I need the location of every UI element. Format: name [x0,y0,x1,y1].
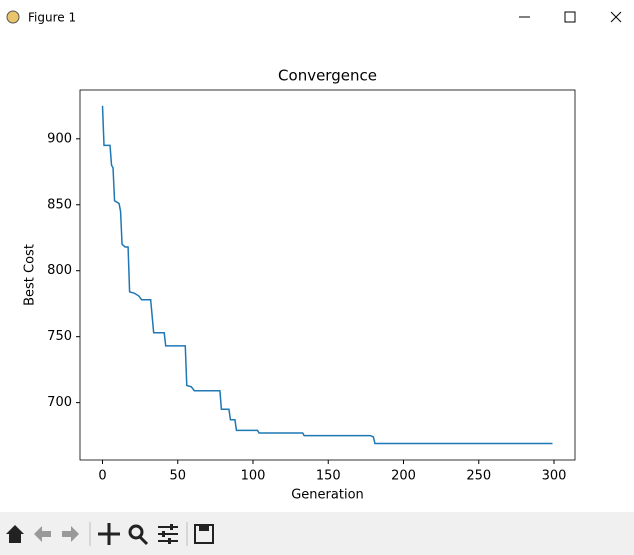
y-tick-label: 700 [47,395,72,410]
chart-title: Convergence [278,67,377,85]
y-tick-label: 850 [47,197,72,212]
configure-button[interactable] [158,524,178,544]
zoom-button[interactable] [128,524,149,546]
y-tick-label: 750 [47,329,72,344]
plot-frame [79,89,576,461]
close-button[interactable] [610,11,622,23]
home-button[interactable] [6,525,24,543]
data-line [101,105,553,445]
x-axis-label: Generation [291,488,364,503]
x-tick-label: 100 [241,469,266,484]
forward-button[interactable] [62,526,79,542]
x-tick-label: 250 [466,469,491,484]
x-tick-label: 200 [391,469,416,484]
maximize-button[interactable] [564,11,576,23]
title-bar [0,0,634,33]
x-tick-label: 0 [98,469,106,484]
x-tick-label: 50 [169,469,186,484]
y-tick-label: 800 [47,263,72,278]
back-button[interactable] [34,526,51,542]
toolbar [0,512,634,555]
y-axis-label: Best Cost [23,244,38,306]
save-button[interactable] [194,524,214,544]
x-tick-label: 300 [542,469,567,484]
pan-button[interactable] [98,523,120,545]
app-icon [6,10,20,24]
y-tick-label: 900 [47,131,72,146]
window-title: Figure 1 [28,11,76,25]
x-tick-label: 150 [316,469,341,484]
